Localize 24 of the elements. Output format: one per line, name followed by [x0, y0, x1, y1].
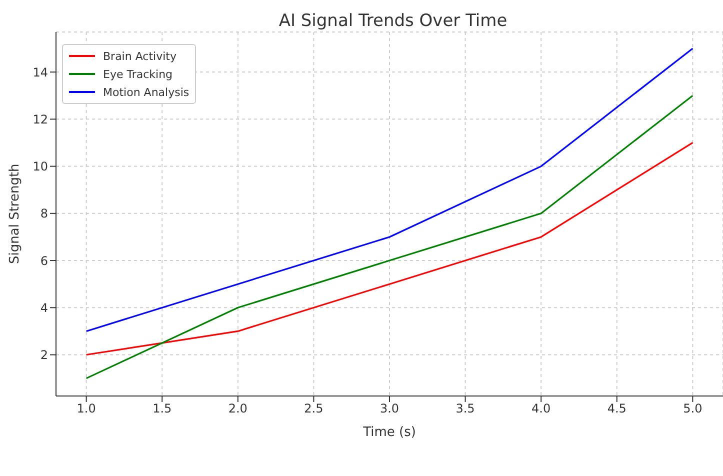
y-tick-label: 2	[40, 348, 48, 362]
legend-label: Brain Activity	[102, 48, 178, 64]
x-tick-label: 5.0	[683, 402, 702, 416]
line-series	[86, 48, 694, 332]
y-axis-title: Signal Strength	[8, 164, 23, 264]
chart-title: AI Signal Trends Over Time	[278, 11, 508, 31]
y-tick-label: 6	[40, 254, 48, 268]
legend-label: Eye Tracking	[102, 66, 174, 82]
y-tick-label: 8	[40, 206, 48, 221]
line-series	[86, 142, 694, 356]
y-tick-label: 10	[32, 160, 48, 174]
x-tick-label: 2.0	[228, 402, 248, 416]
x-tick-label: 3.5	[456, 402, 475, 416]
x-tick-label: 3.0	[380, 402, 400, 416]
y-tick-label: 12	[32, 112, 48, 126]
x-tick-label: 4.5	[607, 402, 626, 416]
y-tick-label: 14	[32, 65, 48, 80]
x-tick-label: 4.0	[532, 402, 551, 416]
x-axis-title: Time (s)	[362, 425, 416, 440]
legend-label: Motion Analysis	[102, 84, 190, 100]
x-tick-label: 1.0	[76, 402, 96, 416]
x-tick-label: 1.5	[152, 402, 172, 416]
y-tick-label: 4	[40, 300, 48, 315]
x-tick-label: 2.5	[304, 402, 324, 416]
